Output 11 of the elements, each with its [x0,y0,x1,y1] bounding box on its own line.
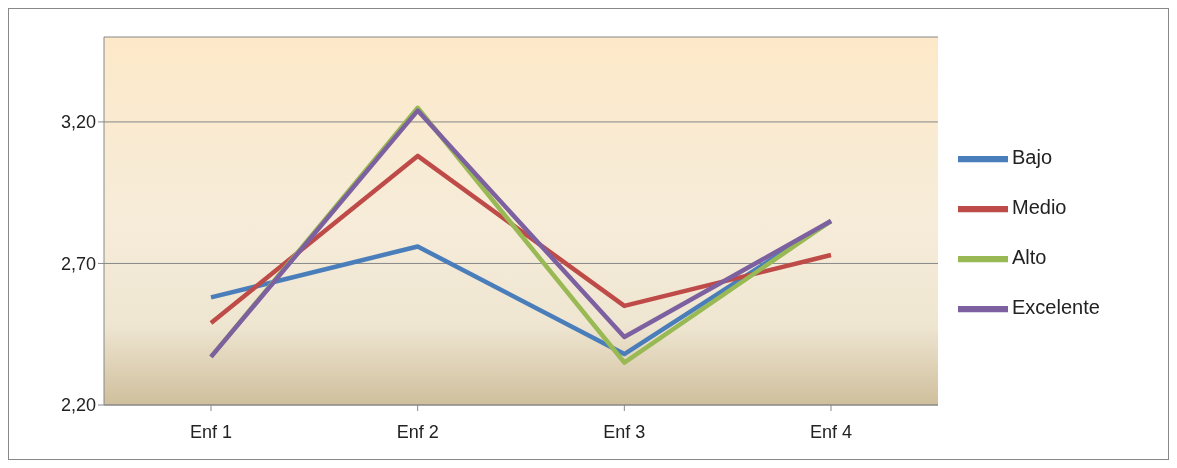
legend-label: Excelente [1012,296,1100,319]
y-tick-label: 2,70 [60,253,96,274]
legend-label: Medio [1012,196,1067,219]
x-tick-label: Enf 3 [603,421,646,442]
x-tick-label: Enf 2 [396,421,439,442]
y-tick-label: 3,20 [60,112,96,133]
x-tick-label: Enf 1 [189,421,233,442]
legend-label: Bajo [1012,146,1053,169]
x-tick-label: Enf 4 [809,421,853,442]
legend-label: Alto [1012,246,1047,269]
y-tick-label: 2,20 [60,395,96,416]
